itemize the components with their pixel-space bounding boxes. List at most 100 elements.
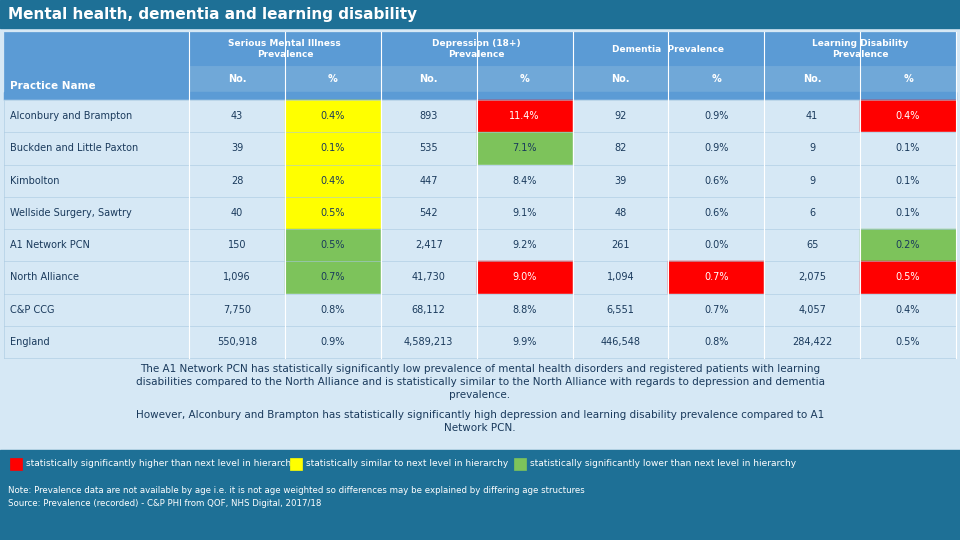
Bar (572, 326, 668, 358)
Bar (381, 100, 476, 132)
Text: 39: 39 (614, 176, 627, 186)
Text: 446,548: 446,548 (600, 337, 640, 347)
Bar (476, 294, 572, 326)
Bar (285, 229, 381, 261)
Bar (572, 197, 668, 229)
Text: 2,075: 2,075 (798, 272, 827, 282)
Bar (285, 326, 381, 358)
Text: 9.1%: 9.1% (513, 208, 537, 218)
Bar (572, 261, 668, 294)
Text: 261: 261 (612, 240, 630, 250)
Bar (860, 261, 956, 294)
Text: 39: 39 (230, 144, 243, 153)
Bar (285, 165, 381, 197)
Text: 40: 40 (230, 208, 243, 218)
Bar (189, 229, 285, 261)
Text: 0.4%: 0.4% (321, 176, 345, 186)
Text: 68,112: 68,112 (412, 305, 445, 315)
Bar (764, 32, 956, 66)
Bar (4, 32, 956, 358)
Bar (4, 132, 189, 165)
Bar (10, 458, 22, 470)
Text: Dementia  Prevalence: Dementia Prevalence (612, 44, 725, 53)
Text: However, Alconbury and Brampton has statistically significantly high depression : However, Alconbury and Brampton has stat… (136, 410, 824, 433)
Text: 6,551: 6,551 (607, 305, 635, 315)
Bar (764, 66, 860, 92)
Text: Alconbury and Brampton: Alconbury and Brampton (10, 111, 132, 121)
Bar (381, 261, 476, 294)
Bar (764, 100, 860, 132)
Text: 0.5%: 0.5% (321, 208, 345, 218)
Bar (4, 261, 189, 294)
Bar (476, 132, 572, 165)
Text: 9: 9 (809, 176, 815, 186)
Bar (0, 0, 960, 28)
Bar (764, 294, 860, 326)
Text: 9.2%: 9.2% (513, 240, 537, 250)
Bar (4, 100, 189, 132)
Text: %: % (328, 74, 338, 84)
Text: 11.4%: 11.4% (510, 111, 540, 121)
Text: No.: No. (612, 74, 630, 84)
Bar (0, 450, 960, 478)
Text: 0.0%: 0.0% (704, 240, 729, 250)
Text: 65: 65 (806, 240, 818, 250)
Text: 0.1%: 0.1% (321, 144, 345, 153)
Text: 28: 28 (230, 176, 243, 186)
Text: Depression (18+)
Prevalence: Depression (18+) Prevalence (432, 39, 521, 59)
Bar (572, 32, 764, 66)
Bar (189, 132, 285, 165)
Text: 43: 43 (230, 111, 243, 121)
Bar (476, 261, 572, 294)
Text: statistically significantly lower than next level in hierarchy: statistically significantly lower than n… (530, 460, 796, 469)
Bar (572, 229, 668, 261)
Text: %: % (903, 74, 913, 84)
Bar (572, 100, 668, 132)
Bar (0, 478, 960, 540)
Bar (381, 66, 476, 92)
Bar (381, 326, 476, 358)
Bar (381, 229, 476, 261)
Bar (668, 100, 764, 132)
Bar (764, 165, 860, 197)
Bar (290, 458, 302, 470)
Bar (860, 165, 956, 197)
Text: No.: No. (420, 74, 438, 84)
Text: 0.8%: 0.8% (704, 337, 729, 347)
Bar (189, 165, 285, 197)
Bar (4, 92, 956, 100)
Text: 9.9%: 9.9% (513, 337, 537, 347)
Text: 550,918: 550,918 (217, 337, 257, 347)
Bar (572, 66, 668, 92)
Text: 0.7%: 0.7% (704, 272, 729, 282)
Text: C&P CCG: C&P CCG (10, 305, 55, 315)
Text: 1,096: 1,096 (223, 272, 251, 282)
Text: 0.6%: 0.6% (704, 176, 729, 186)
Text: 447: 447 (420, 176, 438, 186)
Bar (381, 132, 476, 165)
Bar (764, 229, 860, 261)
Bar (189, 32, 381, 66)
Bar (4, 165, 189, 197)
Text: 0.7%: 0.7% (704, 305, 729, 315)
Bar (476, 165, 572, 197)
Bar (4, 294, 189, 326)
Text: statistically significantly higher than next level in hierarchy: statistically significantly higher than … (26, 460, 297, 469)
Bar (860, 229, 956, 261)
Bar (764, 261, 860, 294)
Bar (381, 165, 476, 197)
Text: Learning Disability
Prevalence: Learning Disability Prevalence (812, 39, 908, 59)
Text: 9: 9 (809, 144, 815, 153)
Bar (4, 326, 189, 358)
Text: 41: 41 (806, 111, 818, 121)
Text: 7,750: 7,750 (223, 305, 251, 315)
Bar (189, 197, 285, 229)
Text: Serious Mental Illness
Prevalence: Serious Mental Illness Prevalence (228, 39, 341, 59)
Bar (668, 66, 764, 92)
Text: 0.7%: 0.7% (321, 272, 345, 282)
Text: 0.8%: 0.8% (321, 305, 345, 315)
Bar (381, 32, 572, 66)
Text: 0.1%: 0.1% (896, 208, 921, 218)
Text: 0.9%: 0.9% (704, 111, 729, 121)
Bar (381, 294, 476, 326)
